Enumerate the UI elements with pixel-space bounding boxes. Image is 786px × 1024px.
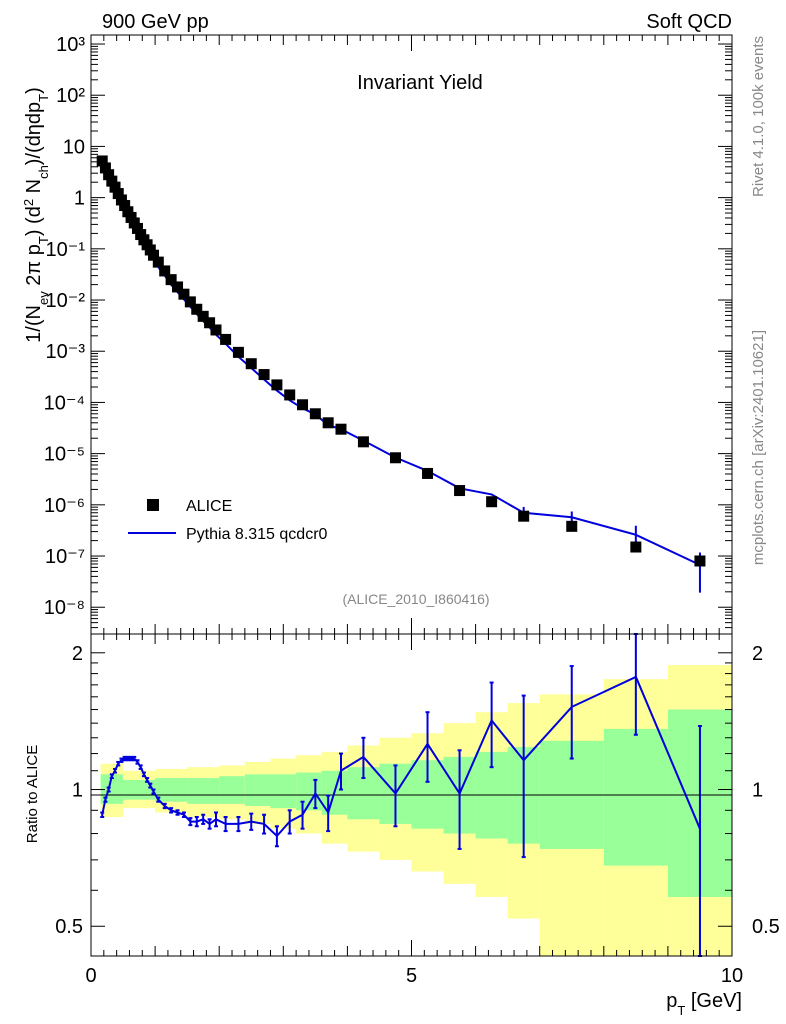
main-x-ticks	[90, 35, 733, 634]
header-right-label: Soft QCD	[646, 11, 732, 33]
main-y-tick-label: 1	[74, 188, 85, 210]
alice-data-point	[694, 555, 706, 567]
ratio-line	[101, 675, 701, 838]
alice-data-point	[357, 436, 369, 448]
alice-data-point	[115, 194, 127, 206]
alice-data-point	[191, 303, 203, 315]
alice-markers	[96, 155, 706, 567]
main-minor-ticks	[91, 45, 732, 635]
rivet-version-label: Rivet 4.1.0, 100k events	[750, 36, 767, 197]
alice-data-point	[630, 541, 642, 553]
alice-data-point	[106, 175, 118, 187]
main-y-tick-label: 10⁻³	[46, 341, 86, 363]
alice-data-point	[131, 222, 143, 234]
alice-data-point	[422, 467, 434, 479]
main-y-tick-label: 10	[63, 136, 85, 158]
legend-pythia-label: Pythia 8.315 qcdcr0	[186, 526, 328, 543]
ratio-y-tick-label-right: 2	[752, 643, 763, 665]
main-plot-panel: 10⁻⁸ 10⁻⁷ 10⁻⁶ 10⁻⁵ 10⁻⁴ 10⁻³ 10⁻² 10⁻¹ 1 10 10² 10…	[21, 34, 733, 635]
alice-data-point	[109, 181, 121, 193]
alice-data-point	[122, 206, 134, 218]
green-band-segment	[155, 778, 188, 802]
alice-data-point	[309, 408, 321, 420]
alice-data-point	[147, 249, 159, 261]
alice-data-point	[99, 162, 111, 174]
green-band-segment	[603, 728, 668, 866]
main-y-axis-label: 1/(Nev 2π pT) (d2 Nch)/(dηdpT)	[21, 87, 51, 343]
alice-data-point	[210, 324, 222, 336]
green-band-segment	[219, 776, 245, 804]
alice-data-point	[159, 265, 171, 277]
alice-data-point	[389, 452, 401, 464]
ratio-curve	[100, 633, 702, 957]
ratio-y-tick-label-right: 0.5	[752, 916, 780, 938]
alice-data-point	[184, 296, 196, 308]
x-tick-label: 0	[85, 965, 96, 987]
alice-data-point	[566, 520, 578, 532]
green-band-segment	[244, 774, 271, 806]
ratio-y-axis-label: Ratio to ALICE	[24, 745, 41, 843]
main-y-tick-label: 10⁻⁸	[44, 597, 85, 619]
x-tick-label: 5	[406, 965, 417, 987]
mcplots-reference-label: mcplots.cern.ch [arXiv:2401.10621]	[750, 330, 767, 565]
main-y-tick-label: 10⁻⁶	[44, 495, 85, 517]
alice-data-point	[204, 317, 216, 329]
main-y-tick-label: 10²	[56, 85, 85, 107]
alice-data-point	[322, 417, 334, 429]
ratio-y-tick-label: 0.5	[55, 916, 83, 938]
alice-data-point	[232, 346, 244, 358]
alice-data-point	[119, 200, 131, 212]
green-band-segment	[270, 774, 297, 809]
ratio-x-ticks: 0 5 10	[85, 634, 743, 987]
alice-data-point	[96, 155, 108, 167]
alice-data-point	[454, 485, 466, 497]
uncertainty-bands	[100, 665, 732, 956]
ratio-y-tick-label-right: 1	[752, 780, 763, 802]
alice-data-point	[172, 281, 184, 293]
main-plot-title: Invariant Yield	[357, 72, 483, 94]
legend-alice-marker	[147, 499, 159, 511]
alice-data-point	[271, 379, 283, 391]
x-axis-label: pT [GeV]	[666, 990, 742, 1018]
main-y-tick-label: 10⁻⁴	[44, 392, 85, 414]
alice-data-point	[165, 274, 177, 286]
alice-data-point	[284, 389, 296, 401]
alice-data-point	[258, 369, 270, 381]
x-tick-label: 10	[721, 965, 743, 987]
ratio-y-ticks: 0.5 0.5 1 1 2 2	[55, 643, 780, 938]
alice-data-point	[103, 169, 115, 181]
green-band-segment	[187, 778, 220, 804]
alice-data-point	[486, 496, 498, 508]
main-y-tick-label: 10⁻⁵	[44, 444, 85, 466]
ratio-y-tick-label: 2	[72, 643, 83, 665]
analysis-tag-label: (ALICE_2010_I860416)	[342, 591, 489, 607]
ratio-y-tick-label: 1	[72, 780, 83, 802]
alice-data-point	[178, 288, 190, 300]
main-y-tick-label: 10³	[56, 34, 85, 56]
main-y-tick-label: 10⁻²	[46, 290, 86, 312]
alice-data-point	[112, 188, 124, 200]
main-y-tick-label: 10⁻¹	[46, 239, 86, 261]
alice-data-point	[197, 310, 209, 322]
legend: ALICE Pythia 8.315 qcdcr0	[128, 498, 328, 543]
alice-data-point	[220, 333, 232, 345]
alice-data-point	[297, 399, 309, 411]
main-y-ticks: 10⁻⁸ 10⁻⁷ 10⁻⁶ 10⁻⁵ 10⁻⁴ 10⁻³ 10⁻² 10⁻¹ 1 10 10² 10…	[44, 34, 732, 619]
header-left-label: 900 GeV pp	[102, 11, 209, 33]
alice-data-point	[335, 423, 347, 435]
alice-data-point	[245, 358, 257, 370]
main-y-tick-label: 10⁻⁷	[45, 546, 85, 568]
legend-alice-label: ALICE	[186, 498, 232, 515]
alice-data-point	[152, 256, 164, 268]
alice-data-point	[518, 510, 530, 522]
alice-data-point	[125, 211, 137, 223]
ratio-plot-panel: 0.5 0.5 1 1 2 2 0 5 10 Ratio to ALICE pT [GeV]	[24, 633, 780, 1018]
